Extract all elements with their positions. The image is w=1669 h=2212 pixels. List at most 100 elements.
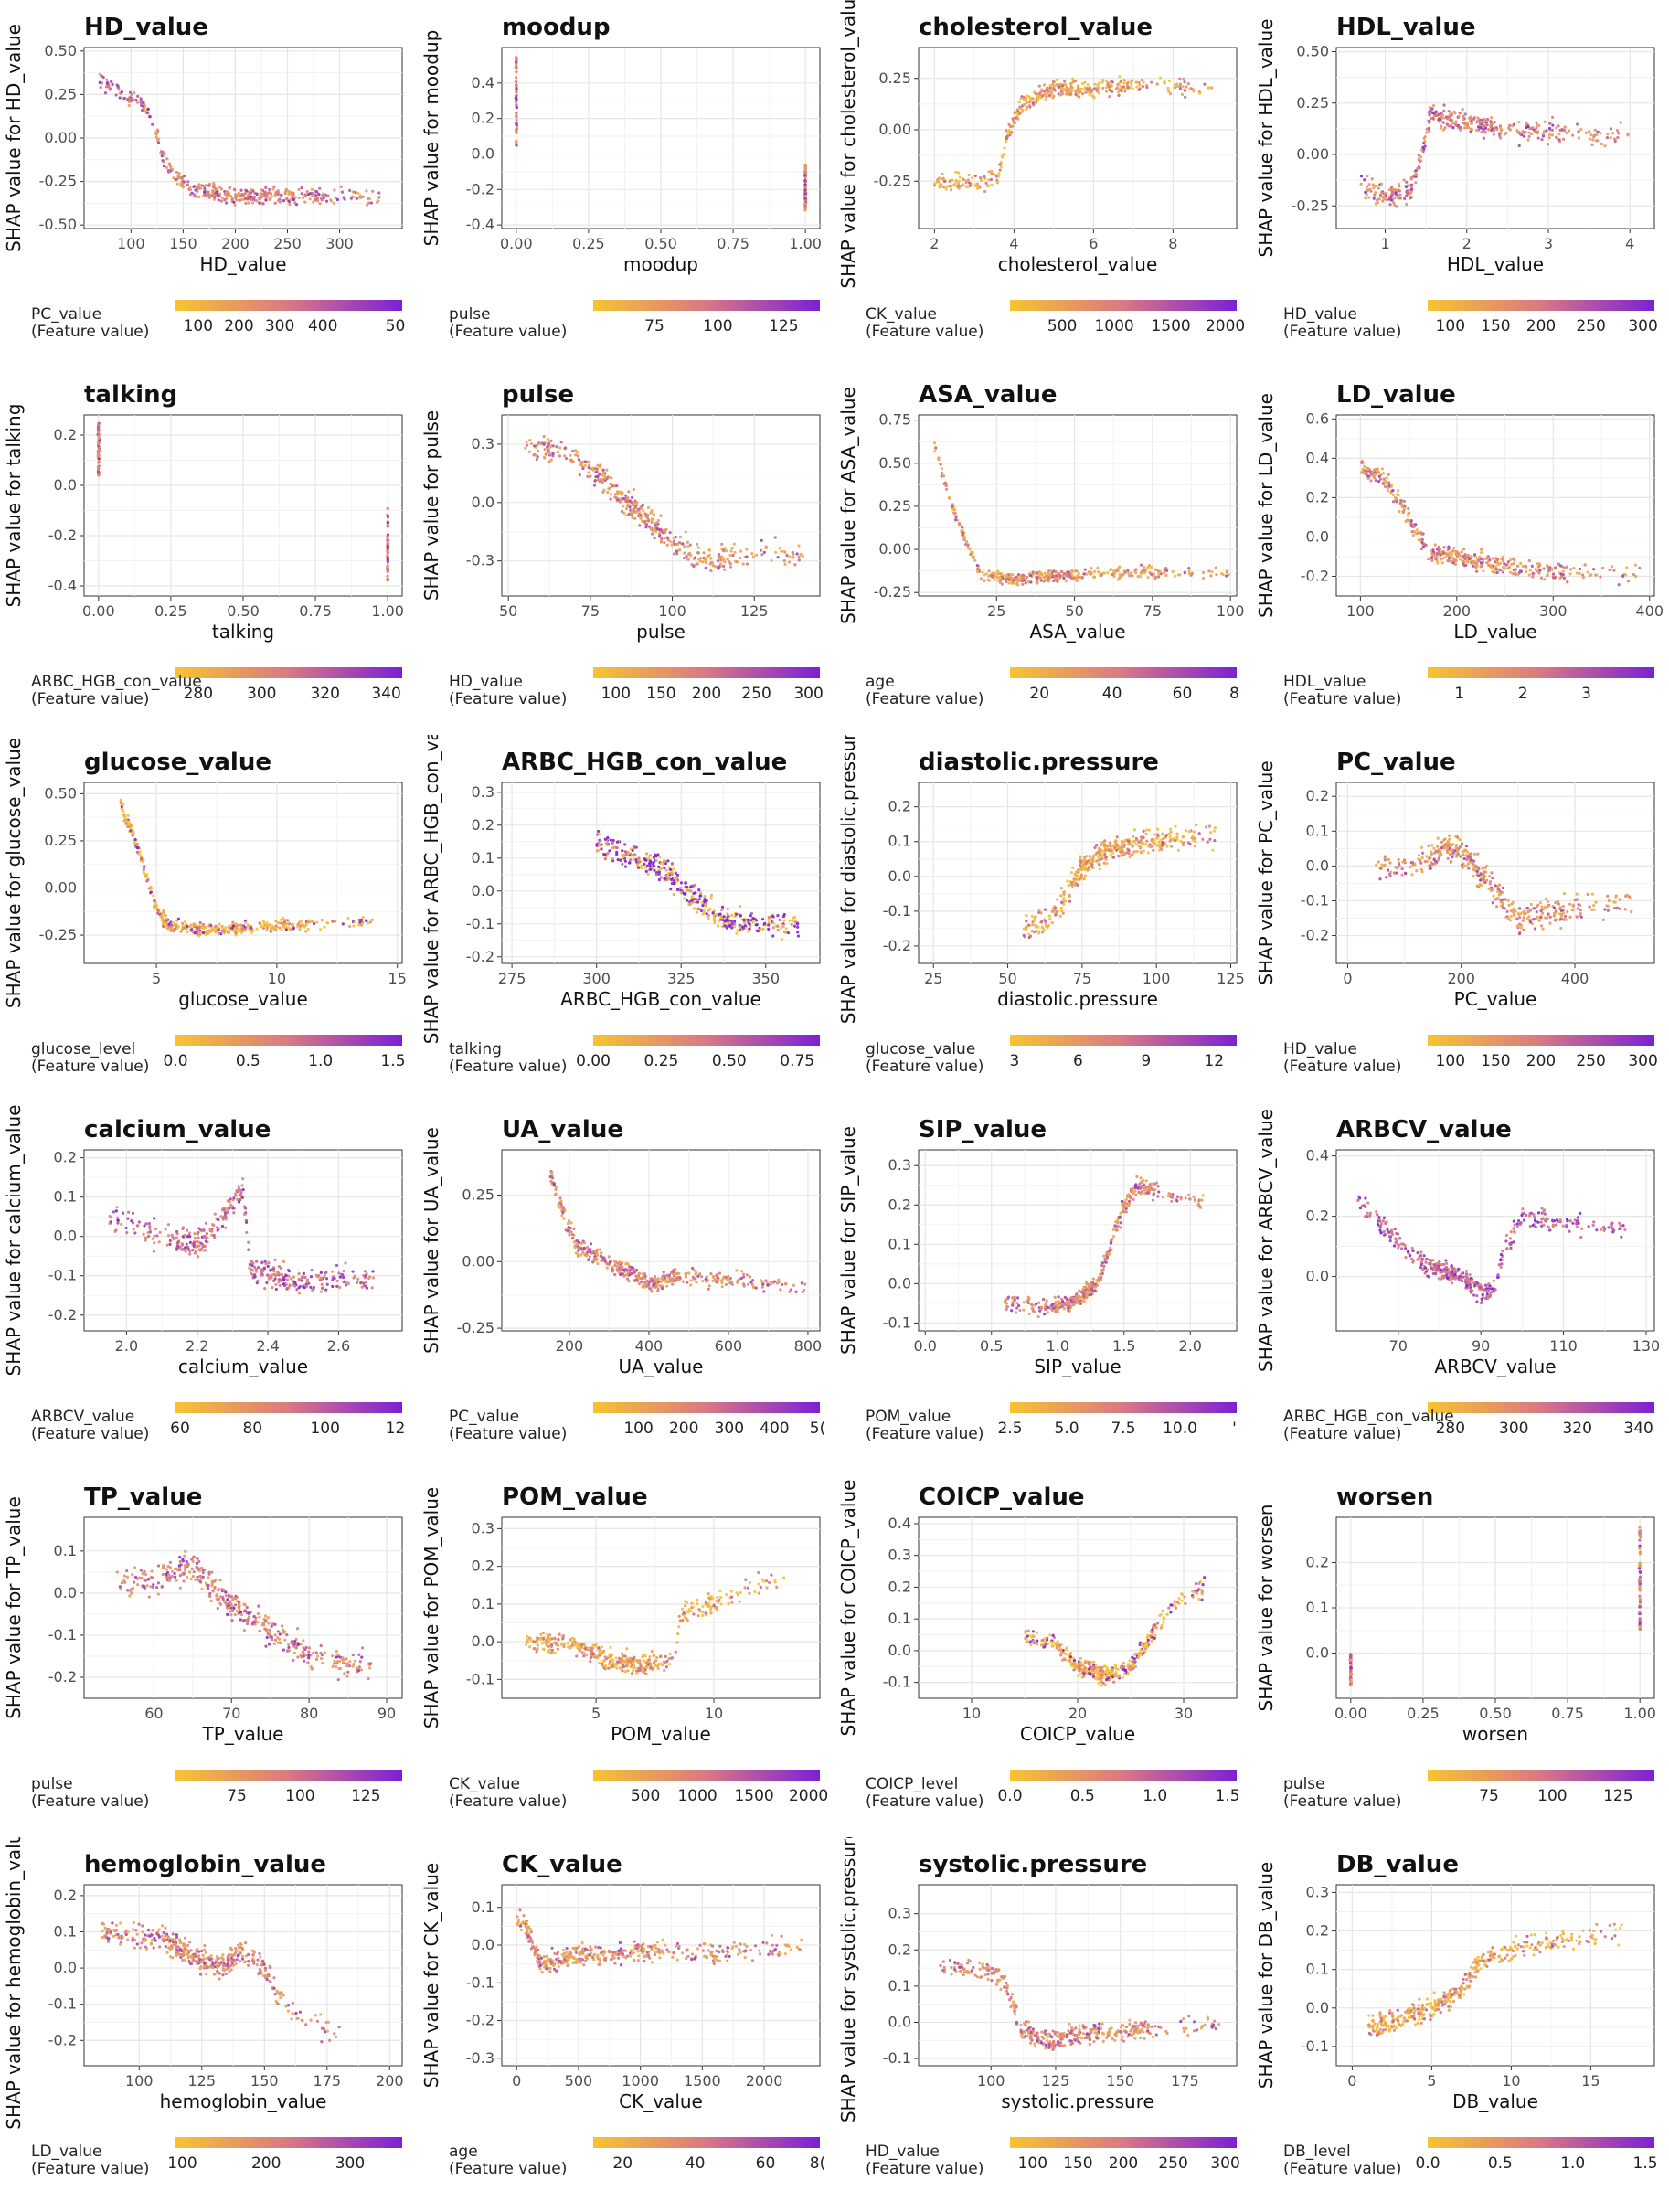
data-point [1167,832,1171,835]
data-point [297,196,301,199]
data-point [1369,479,1373,483]
data-point [1397,861,1401,866]
data-point [197,926,202,930]
data-point [233,203,237,207]
data-point [1086,83,1090,87]
data-point [1122,851,1126,855]
data-point [1080,92,1085,96]
data-point [515,67,518,70]
data-point [1496,561,1500,565]
data-point [1059,887,1064,890]
data-point [1073,882,1077,887]
data-point [1152,841,1155,845]
data-point [515,105,518,110]
data-point [754,923,758,927]
data-point [1096,83,1100,87]
data-point [631,854,635,857]
data-point [1417,854,1421,857]
data-point [1142,829,1145,833]
data-point [1067,884,1070,888]
data-point [995,575,999,579]
data-point [1430,117,1433,121]
data-point [1492,557,1495,560]
legend-tick-label: 100 [184,317,213,335]
data-point [658,531,662,535]
data-point [202,194,206,197]
legend-tick-label: 0.0 [163,1052,187,1070]
data-point [733,550,737,555]
data-point [1116,844,1120,847]
data-point [1437,545,1440,548]
data-point [788,555,792,558]
x-tick-label: 300 [1539,602,1568,620]
data-point [273,193,278,197]
data-point [1019,580,1023,583]
data-point [1123,838,1127,843]
legend-tick-label: 100 [703,317,732,335]
data-point [334,196,337,199]
data-point [1105,862,1109,866]
data-point [1143,565,1146,569]
data-point [1430,844,1434,847]
data-point [1113,840,1118,844]
data-point [1475,563,1479,568]
data-point [1522,928,1525,931]
y-tick-label: -0.2 [883,937,911,954]
data-point [207,190,210,194]
x-axis-label: LD_value [1453,621,1536,643]
data-point [1083,874,1088,877]
data-point [1472,865,1477,868]
data-point [1606,909,1610,912]
data-point [1537,562,1541,566]
data-point [1003,153,1006,156]
data-point [1022,103,1026,107]
data-point [1405,190,1409,194]
data-point [1563,914,1568,919]
data-point [647,525,652,528]
data-point [1069,92,1073,96]
data-point [1039,911,1043,915]
data-point [683,551,686,555]
data-point [569,453,572,457]
data-point [596,848,601,852]
data-point [303,200,307,204]
data-point [1447,558,1451,562]
data-point [1036,98,1040,102]
data-point [1546,574,1549,578]
x-tick-label: 350 [751,970,780,987]
data-point [1528,569,1532,572]
data-point [701,560,705,564]
data-point [1074,90,1078,93]
data-point [954,178,958,182]
data-point [156,129,160,133]
data-point [340,190,345,194]
data-point [623,850,627,854]
data-point [613,495,617,499]
y-tick-label: 0.2 [1306,787,1329,804]
data-point [1134,80,1138,84]
data-point [1026,579,1030,583]
data-point [687,888,691,893]
data-point [755,929,759,932]
data-point [1118,75,1122,79]
data-point [659,876,663,879]
data-point [1094,87,1098,90]
data-point [1450,552,1454,556]
data-point [686,899,689,902]
data-point [1548,122,1552,125]
data-point [1188,87,1192,90]
data-point [1144,828,1149,832]
data-point [1409,525,1414,528]
data-point [1182,77,1185,80]
data-point [767,927,771,931]
data-point [1409,190,1413,194]
data-point [1618,898,1621,901]
data-point [1461,555,1465,558]
data-point [107,84,111,88]
data-point [654,858,658,863]
data-point [682,891,686,896]
data-point [1067,92,1070,96]
data-point [1391,193,1395,197]
data-point [1029,580,1033,584]
data-point [179,930,183,933]
